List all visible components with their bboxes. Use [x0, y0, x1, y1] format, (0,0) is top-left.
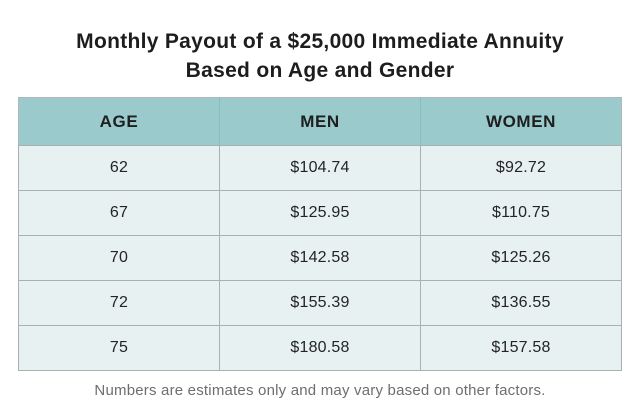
- table-row: 67 $125.95 $110.75: [18, 190, 622, 236]
- men-payout-cell: $125.95: [219, 190, 421, 236]
- page-title: Monthly Payout of a $25,000 Immediate An…: [0, 0, 640, 85]
- age-cell: 75: [18, 325, 220, 371]
- age-cell: 72: [18, 280, 220, 326]
- age-cell: 62: [18, 145, 220, 191]
- table-row: 62 $104.74 $92.72: [18, 145, 622, 191]
- table-row: 72 $155.39 $136.55: [18, 280, 622, 326]
- women-payout-cell: $125.26: [420, 235, 622, 281]
- women-payout-cell: $92.72: [420, 145, 622, 191]
- payout-table: AGE MEN WOMEN 62 $104.74 $92.72 67 $125.…: [18, 97, 622, 371]
- women-payout-cell: $110.75: [420, 190, 622, 236]
- table-header-row: AGE MEN WOMEN: [18, 97, 622, 146]
- women-payout-cell: $136.55: [420, 280, 622, 326]
- title-line-1: Monthly Payout of a $25,000 Immediate An…: [76, 30, 564, 53]
- column-header-women: WOMEN: [420, 97, 622, 146]
- men-payout-cell: $155.39: [219, 280, 421, 326]
- age-cell: 70: [18, 235, 220, 281]
- column-header-age: AGE: [18, 97, 220, 146]
- column-header-men: MEN: [219, 97, 421, 146]
- men-payout-cell: $142.58: [219, 235, 421, 281]
- table-row: 70 $142.58 $125.26: [18, 235, 622, 281]
- age-cell: 67: [18, 190, 220, 236]
- table-row: 75 $180.58 $157.58: [18, 325, 622, 371]
- title-line-2: Based on Age and Gender: [185, 59, 455, 82]
- women-payout-cell: $157.58: [420, 325, 622, 371]
- footnote: Numbers are estimates only and may vary …: [94, 382, 546, 399]
- table-body: 62 $104.74 $92.72 67 $125.95 $110.75 70 …: [18, 145, 622, 371]
- men-payout-cell: $104.74: [219, 145, 421, 191]
- table-header: AGE MEN WOMEN: [18, 97, 622, 146]
- men-payout-cell: $180.58: [219, 325, 421, 371]
